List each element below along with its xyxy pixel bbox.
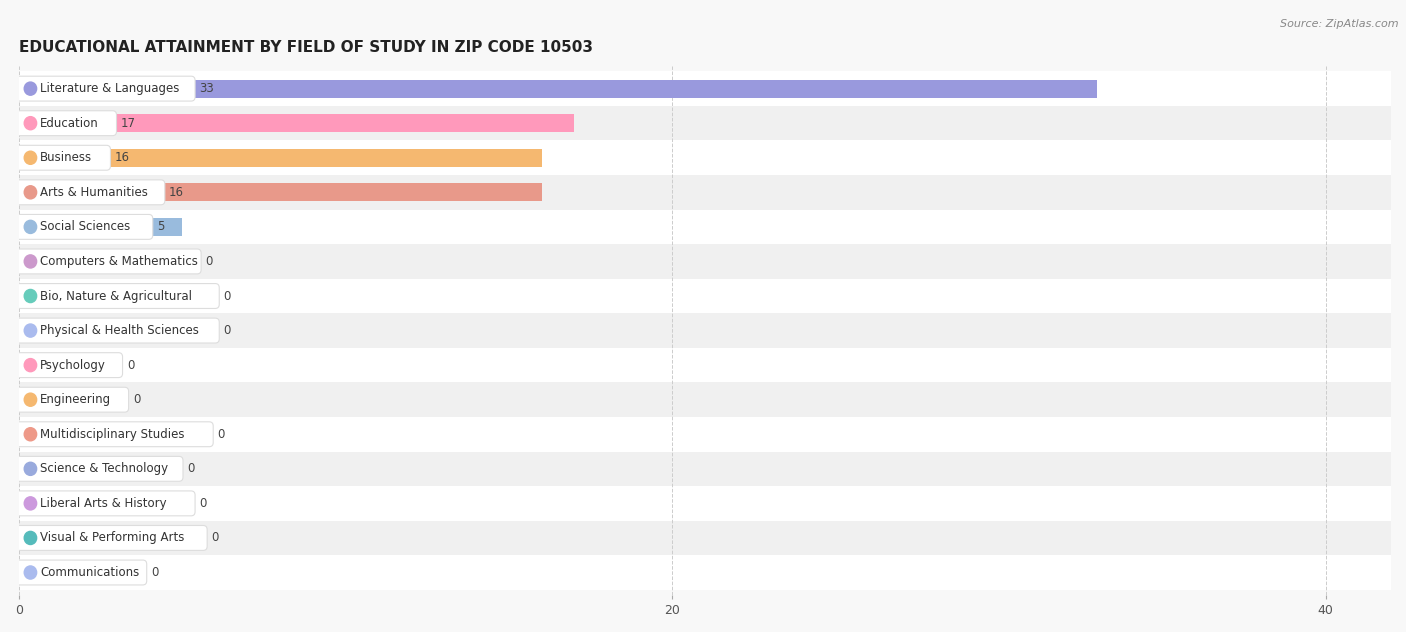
Text: Social Sciences: Social Sciences bbox=[41, 221, 131, 233]
Text: 5: 5 bbox=[157, 221, 165, 233]
Text: 16: 16 bbox=[169, 186, 184, 199]
Text: 16: 16 bbox=[115, 151, 129, 164]
Text: 0: 0 bbox=[218, 428, 225, 441]
Bar bbox=[20, 244, 1391, 279]
Circle shape bbox=[24, 428, 37, 441]
FancyBboxPatch shape bbox=[15, 560, 146, 585]
Circle shape bbox=[24, 151, 37, 164]
Text: Liberal Arts & History: Liberal Arts & History bbox=[41, 497, 167, 510]
Bar bbox=[20, 80, 1097, 97]
Bar bbox=[20, 417, 1391, 451]
Text: 0: 0 bbox=[205, 255, 212, 268]
Bar bbox=[20, 486, 1391, 521]
FancyBboxPatch shape bbox=[15, 387, 128, 412]
Bar bbox=[20, 451, 1391, 486]
Text: Business: Business bbox=[41, 151, 93, 164]
FancyBboxPatch shape bbox=[15, 145, 111, 170]
Bar bbox=[20, 140, 1391, 175]
Bar bbox=[20, 114, 574, 132]
Text: Multidisciplinary Studies: Multidisciplinary Studies bbox=[41, 428, 184, 441]
FancyBboxPatch shape bbox=[15, 422, 214, 447]
Circle shape bbox=[24, 324, 37, 337]
Text: EDUCATIONAL ATTAINMENT BY FIELD OF STUDY IN ZIP CODE 10503: EDUCATIONAL ATTAINMENT BY FIELD OF STUDY… bbox=[20, 40, 593, 55]
Text: Source: ZipAtlas.com: Source: ZipAtlas.com bbox=[1281, 19, 1399, 29]
Bar bbox=[20, 210, 1391, 244]
Circle shape bbox=[24, 532, 37, 545]
Text: Visual & Performing Arts: Visual & Performing Arts bbox=[41, 532, 184, 544]
FancyBboxPatch shape bbox=[15, 491, 195, 516]
FancyBboxPatch shape bbox=[15, 318, 219, 343]
Circle shape bbox=[24, 497, 37, 510]
FancyBboxPatch shape bbox=[15, 456, 183, 481]
FancyBboxPatch shape bbox=[15, 284, 219, 308]
Bar bbox=[20, 556, 1391, 590]
Text: 17: 17 bbox=[121, 117, 136, 130]
Circle shape bbox=[24, 255, 37, 268]
Text: Bio, Nature & Agricultural: Bio, Nature & Agricultural bbox=[41, 289, 193, 303]
FancyBboxPatch shape bbox=[15, 249, 201, 274]
Circle shape bbox=[24, 462, 37, 475]
Text: 0: 0 bbox=[200, 497, 207, 510]
Text: Computers & Mathematics: Computers & Mathematics bbox=[41, 255, 198, 268]
Text: Psychology: Psychology bbox=[41, 358, 105, 372]
Text: 0: 0 bbox=[127, 358, 134, 372]
Text: Engineering: Engineering bbox=[41, 393, 111, 406]
Bar bbox=[20, 313, 1391, 348]
Circle shape bbox=[24, 221, 37, 233]
Bar bbox=[20, 382, 1391, 417]
Text: 33: 33 bbox=[200, 82, 214, 95]
Bar bbox=[20, 183, 541, 202]
Bar bbox=[20, 279, 1391, 313]
FancyBboxPatch shape bbox=[15, 76, 195, 101]
Bar bbox=[20, 106, 1391, 140]
Bar bbox=[20, 218, 183, 236]
Text: 0: 0 bbox=[187, 463, 194, 475]
Circle shape bbox=[24, 393, 37, 406]
Bar bbox=[20, 348, 1391, 382]
FancyBboxPatch shape bbox=[15, 214, 153, 240]
Circle shape bbox=[24, 289, 37, 303]
Circle shape bbox=[24, 566, 37, 579]
Text: Arts & Humanities: Arts & Humanities bbox=[41, 186, 148, 199]
FancyBboxPatch shape bbox=[15, 525, 207, 550]
FancyBboxPatch shape bbox=[15, 180, 165, 205]
FancyBboxPatch shape bbox=[15, 111, 117, 136]
Circle shape bbox=[24, 186, 37, 199]
Text: Literature & Languages: Literature & Languages bbox=[41, 82, 180, 95]
Text: Education: Education bbox=[41, 117, 98, 130]
Circle shape bbox=[24, 117, 37, 130]
Circle shape bbox=[24, 82, 37, 95]
Text: 0: 0 bbox=[132, 393, 141, 406]
Circle shape bbox=[24, 358, 37, 372]
FancyBboxPatch shape bbox=[15, 353, 122, 377]
Text: Communications: Communications bbox=[41, 566, 139, 579]
Text: Physical & Health Sciences: Physical & Health Sciences bbox=[41, 324, 200, 337]
Bar bbox=[20, 149, 541, 167]
Bar bbox=[20, 175, 1391, 210]
Bar bbox=[20, 521, 1391, 556]
Text: Science & Technology: Science & Technology bbox=[41, 463, 169, 475]
Bar bbox=[20, 71, 1391, 106]
Text: 0: 0 bbox=[224, 289, 231, 303]
Text: 0: 0 bbox=[150, 566, 159, 579]
Text: 0: 0 bbox=[211, 532, 219, 544]
Text: 0: 0 bbox=[224, 324, 231, 337]
